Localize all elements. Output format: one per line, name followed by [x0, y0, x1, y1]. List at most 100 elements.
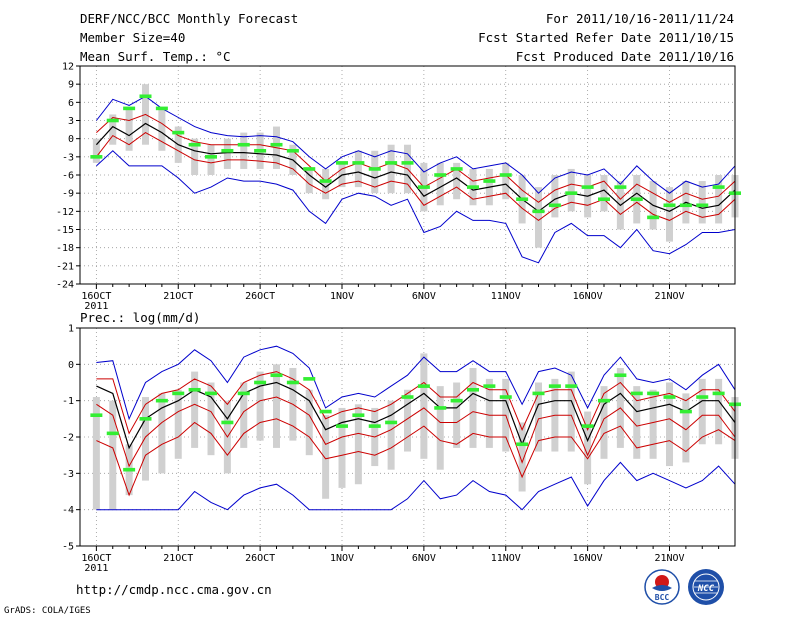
y-tick-label: 3	[68, 116, 74, 127]
range-bar	[354, 150, 362, 188]
observed-mark	[352, 413, 365, 417]
range-bar	[633, 386, 641, 459]
range-bar	[174, 389, 182, 459]
observed-mark	[696, 203, 709, 208]
x-tick-label: 11NOV	[491, 553, 521, 564]
range-bar	[305, 389, 313, 456]
range-bar	[485, 378, 493, 448]
forecast-produced: Fcst Produced Date 2011/10/16	[516, 49, 734, 64]
observed-mark	[450, 167, 463, 171]
range-bar	[387, 144, 395, 194]
observed-mark	[205, 391, 217, 396]
observed-mark	[630, 391, 643, 396]
x-tick-label: 21OCT	[163, 553, 193, 564]
observed-mark	[450, 398, 463, 403]
source-url[interactable]: http://cmdp.ncc.cma.gov.cn	[76, 582, 272, 597]
range-bar	[207, 144, 215, 175]
range-bar	[600, 175, 608, 212]
range-bar	[371, 150, 379, 194]
observed-mark	[237, 391, 250, 396]
observed-mark	[303, 377, 316, 381]
range-bar	[682, 393, 690, 463]
observed-mark	[548, 384, 561, 388]
observed-mark	[516, 442, 529, 447]
observed-mark	[155, 106, 168, 111]
x-year-label: 2011	[84, 563, 108, 574]
range-bar	[191, 138, 199, 175]
observed-mark	[123, 467, 136, 472]
range-bar	[158, 108, 166, 151]
range-bar	[551, 175, 559, 218]
range-bar	[125, 108, 133, 151]
x-tick-label: 21OCT	[163, 291, 193, 302]
y-tick-label: -4	[62, 505, 74, 516]
min-line	[96, 150, 736, 264]
observed-mark	[368, 167, 381, 171]
temp-panel-title: Mean Surf. Temp.: °C	[80, 49, 231, 64]
range-bar	[698, 181, 706, 224]
spread_lower2-line	[96, 418, 736, 497]
range-bar	[584, 411, 592, 485]
min-line	[96, 461, 736, 511]
observed-mark	[434, 406, 447, 410]
chart-title: DERF/NCC/BCC Monthly Forecast	[80, 11, 298, 26]
observed-mark	[565, 191, 578, 195]
ncc-logo: NCC	[688, 569, 724, 605]
forecast-range: For 2011/10/16-2011/11/24	[546, 11, 734, 26]
observed-mark	[647, 391, 660, 396]
spread_lower-line	[96, 396, 736, 468]
observed-mark	[532, 391, 545, 396]
max-line	[96, 345, 736, 421]
observed-mark	[614, 185, 627, 189]
y-tick-label: -12	[56, 207, 74, 218]
x-tick-label: 16NOV	[573, 291, 603, 302]
observed-mark	[417, 384, 430, 388]
mean-line	[95, 122, 736, 213]
observed-mark	[679, 203, 692, 208]
observed-mark	[270, 142, 283, 147]
precipitation-panel: 1 0 -1 -2 -3 -4 -5 16OCT 21OCT 26OCT 1NOV 6NOV 11NOV…	[62, 324, 741, 574]
range-bar	[535, 187, 542, 248]
range-bar	[502, 162, 510, 200]
observed-mark	[647, 215, 660, 220]
observed-mark	[352, 161, 365, 165]
range-bar	[567, 168, 575, 212]
range-bar	[453, 162, 461, 200]
x-tick-label: 6NOV	[412, 291, 436, 302]
observed-mark	[598, 197, 610, 202]
observed-mark	[303, 167, 316, 171]
observed-mark	[581, 424, 594, 428]
observed-mark	[499, 395, 512, 399]
observed-mark	[368, 424, 381, 428]
x-tick-label: 16OCT	[81, 291, 111, 302]
observed-mark	[336, 161, 348, 165]
observed-mark	[434, 173, 447, 177]
observed-mark	[467, 185, 479, 189]
y-tick-label: -18	[56, 243, 74, 254]
observed-mark	[401, 395, 414, 399]
observed-mark	[516, 197, 529, 202]
observed-mark	[417, 185, 430, 189]
range-bar	[436, 162, 444, 206]
range-bar	[273, 364, 280, 448]
range-bar	[567, 371, 575, 452]
range-bar	[142, 397, 149, 481]
observed-mark	[385, 420, 398, 425]
range-bar	[535, 382, 542, 452]
observed-mark	[319, 179, 332, 183]
x-year-label: 2011	[84, 301, 108, 312]
range-bar	[387, 400, 395, 470]
y-tick-label: 1	[68, 324, 74, 335]
range-bar	[109, 114, 117, 145]
observed-mark	[712, 185, 725, 189]
y-tick-label: -15	[56, 225, 74, 236]
range-bar	[453, 382, 461, 448]
x-tick-label: 26OCT	[245, 291, 275, 302]
range-bar	[256, 371, 264, 441]
y-tick-label: 12	[62, 62, 74, 73]
x-tick-label: 26OCT	[245, 553, 275, 564]
observed-mark	[270, 373, 283, 378]
range-bar	[649, 389, 657, 459]
y-tick-label: -3	[62, 152, 74, 163]
y-tick-label: -6	[62, 171, 74, 182]
